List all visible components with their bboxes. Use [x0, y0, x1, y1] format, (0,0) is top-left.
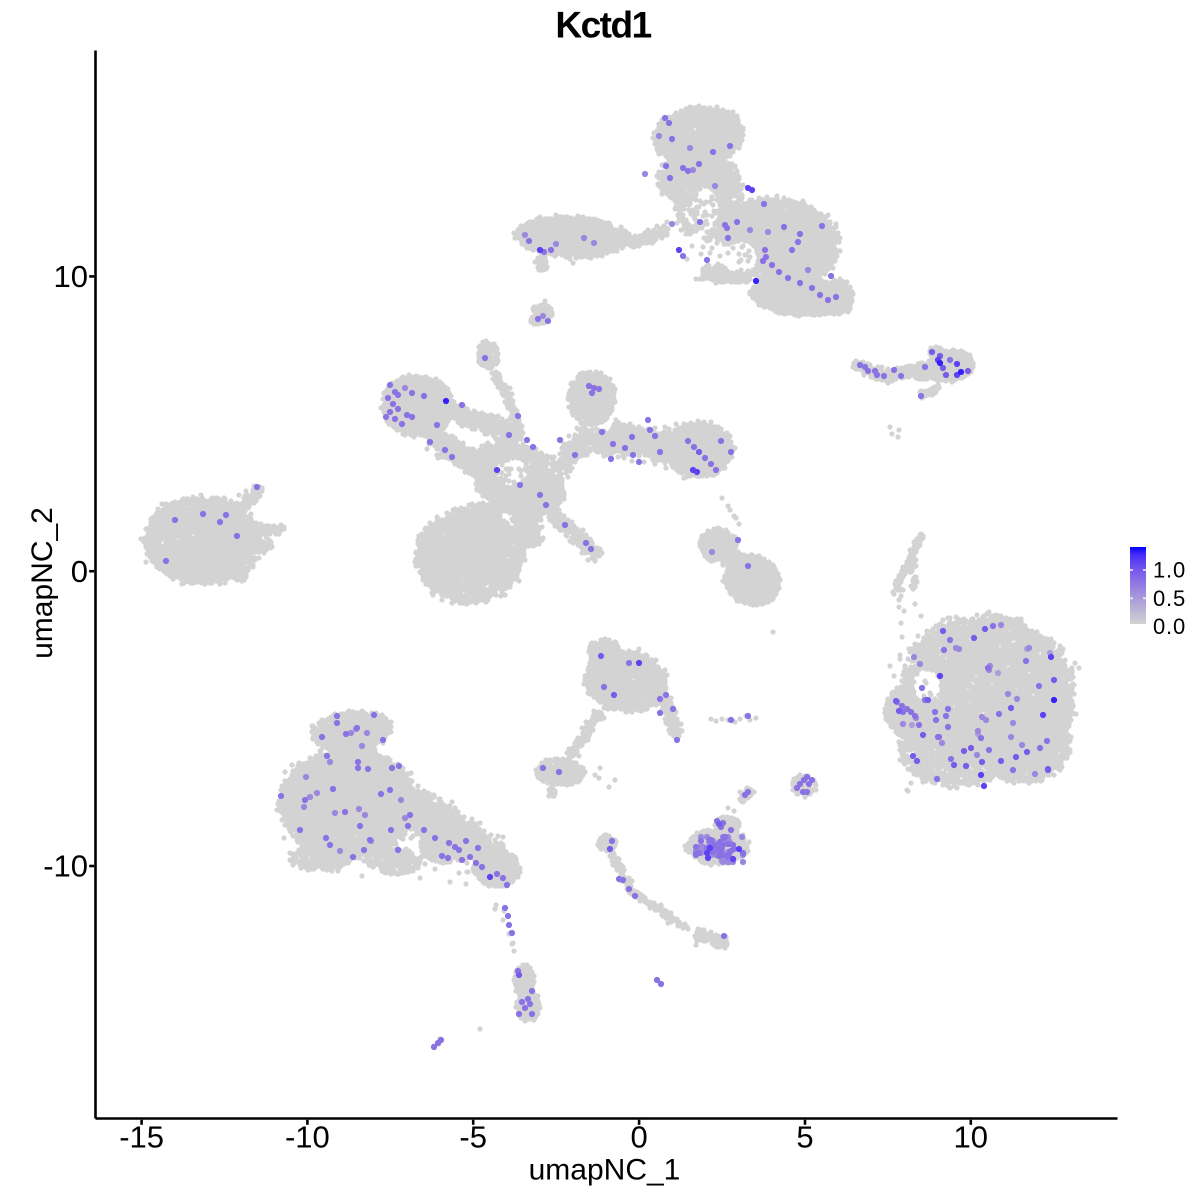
svg-text:0: 0 — [71, 554, 88, 589]
svg-text:-15: -15 — [119, 1120, 164, 1155]
svg-text:1.0: 1.0 — [1153, 558, 1186, 583]
svg-text:umapNC_1: umapNC_1 — [529, 1154, 681, 1187]
svg-text:-5: -5 — [459, 1120, 487, 1155]
svg-text:0: 0 — [630, 1120, 647, 1155]
svg-text:10: 10 — [954, 1120, 988, 1155]
svg-text:0.5: 0.5 — [1153, 586, 1186, 611]
svg-text:10: 10 — [54, 259, 88, 294]
svg-text:5: 5 — [796, 1120, 813, 1155]
svg-text:umapNC_2: umapNC_2 — [26, 507, 59, 659]
svg-text:Kctd1: Kctd1 — [555, 5, 651, 46]
svg-text:-10: -10 — [285, 1120, 330, 1155]
svg-text:-10: -10 — [43, 849, 88, 884]
svg-text:0.0: 0.0 — [1153, 614, 1186, 639]
